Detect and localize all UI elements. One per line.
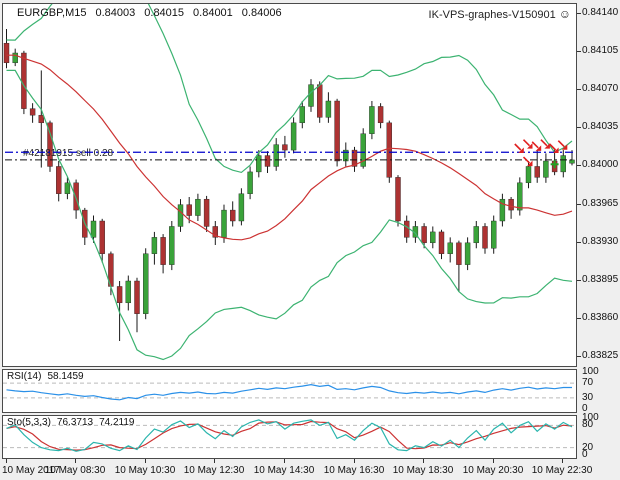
chart-ohlc-header: EURGBP,M15 0.84003 0.84015 0.84001 0.84006 <box>17 7 291 19</box>
stochastic-canvas[interactable] <box>3 416 576 458</box>
price-tick-mark <box>577 127 581 128</box>
time-tick-label: 10 May 12:30 <box>183 465 245 476</box>
price-tick-label: 0.83895 <box>582 274 619 285</box>
price-tick-label: 0.83965 <box>582 198 619 209</box>
rsi-value: 58.1459 <box>47 371 84 382</box>
rsi-tick-label: 30 <box>582 392 594 403</box>
close-value: 0.84006 <box>241 7 282 19</box>
price-tick-label: 0.84035 <box>582 121 619 132</box>
sto-tick-label: 20 <box>582 442 594 453</box>
price-axis[interactable]: 0.84006 0.841400.841050.840700.840350.84… <box>577 0 620 480</box>
price-tick-mark <box>577 242 581 243</box>
price-tick-mark <box>577 165 581 166</box>
time-tick-label: 10 May 18:30 <box>392 465 454 476</box>
sto-tick-label: 80 <box>582 419 594 430</box>
sell-arrow-icon <box>531 141 539 149</box>
price-tick-mark <box>577 356 581 357</box>
price-tick-mark <box>577 280 581 281</box>
price-tick-mark <box>577 318 581 319</box>
rsi-tick-label: 0 <box>582 403 588 414</box>
price-tick-label: 0.84105 <box>582 45 619 56</box>
price-tick-label: 0.84000 <box>582 159 619 170</box>
bollinger-lower-band <box>6 69 573 361</box>
main-chart-panel: #42181915 sell 0.28 EURGBP,M15 0.84003 0.8… <box>2 3 577 367</box>
symbol-label: EURGBP,M15 <box>17 7 87 19</box>
price-tick-label: 0.83930 <box>582 236 619 247</box>
sell-arrow-icon <box>527 160 533 167</box>
sto-name: Sto(5,3,3) <box>7 417 51 428</box>
trade-markers <box>514 139 568 169</box>
order-line-label: #42181915 sell 0.28 <box>23 148 114 159</box>
stochastic-main-line <box>6 419 573 452</box>
stochastic-label: Sto(5,3,3) 76.3713 74.2119 <box>7 417 140 428</box>
sell-arrow-icon <box>514 143 522 151</box>
bollinger-upper-band <box>6 4 573 174</box>
watermark-label: IK-VPS-graphes-V150901 ☺ <box>429 7 571 21</box>
sto-tick-label: 100 <box>582 412 599 423</box>
sell-arrow-icon <box>557 140 565 148</box>
bollinger-bands <box>6 4 573 361</box>
price-tick-label: 0.83825 <box>582 350 619 361</box>
open-value: 0.84003 <box>95 7 136 19</box>
time-tick-mark <box>493 459 494 463</box>
sell-arrow-icon <box>518 147 524 153</box>
price-chart-canvas[interactable]: #42181915 sell 0.28 <box>3 4 576 366</box>
time-tick-mark <box>562 459 563 463</box>
time-tick-mark <box>284 459 285 463</box>
price-tick-mark <box>577 51 581 52</box>
sell-arrow-icon <box>553 147 559 153</box>
price-tick-mark <box>577 89 581 90</box>
stochastic-panel: Sto(5,3,3) 76.3713 74.2119 <box>2 415 577 459</box>
time-axis[interactable]: 10 May 2017 10 May 08:30 10 May 10:30 10 Ma… <box>0 459 620 480</box>
time-tick-mark <box>214 459 215 463</box>
close-order-icon <box>553 160 556 169</box>
rsi-tick-label: 100 <box>582 366 599 377</box>
sell-arrow-icon <box>561 144 568 150</box>
sell-arrow-icon <box>540 139 548 147</box>
sell-arrow-icon <box>535 145 542 151</box>
smiley-icon: ☺ <box>558 7 571 21</box>
low-value: 0.84001 <box>193 7 233 19</box>
rsi-tick-label: 70 <box>582 377 594 388</box>
sell-arrow-icon <box>544 143 550 149</box>
sell-arrow-icon <box>549 143 557 151</box>
watermark-text: IK-VPS-graphes-V150901 <box>428 9 556 21</box>
time-tick-label: 10 May 10:30 <box>114 465 176 476</box>
price-tick-label: 0.84070 <box>582 83 619 94</box>
time-tick-label: 10 May 22:30 <box>531 465 593 476</box>
sto-tick-label: 0 <box>582 449 588 460</box>
time-tick-label: 10 May 2017 <box>2 465 60 476</box>
time-tick-label: 10 May 20:30 <box>462 465 524 476</box>
sto-k-value: 76.3713 <box>56 417 94 428</box>
time-tick-mark <box>354 459 355 463</box>
price-tick-label: 0.83860 <box>582 312 619 323</box>
rsi-label: RSI(14) 58.1459 <box>7 371 90 382</box>
high-value: 0.84015 <box>144 7 185 19</box>
sell-arrow-icon <box>522 156 531 164</box>
time-tick-mark <box>145 459 146 463</box>
moving-average-line <box>6 54 573 241</box>
price-tick-mark <box>577 13 581 14</box>
time-tick-label: 10 May 16:30 <box>323 465 385 476</box>
candlesticks <box>3 29 575 341</box>
time-tick-mark <box>423 459 424 463</box>
time-tick-label: 10 May 14:30 <box>253 465 315 476</box>
stochastic-signal-line <box>6 420 573 451</box>
time-tick-label: 10 May 08:30 <box>44 465 106 476</box>
price-tick-label: 0.84140 <box>582 7 619 18</box>
rsi-line <box>6 383 572 401</box>
rsi-canvas[interactable] <box>3 370 576 412</box>
rsi-panel: RSI(14) 58.1459 <box>2 369 577 413</box>
time-tick-mark <box>75 459 76 463</box>
sell-arrow-icon <box>527 143 533 149</box>
price-tick-mark <box>577 204 581 205</box>
sell-arrow-icon <box>522 139 531 147</box>
time-tick-mark <box>6 459 7 463</box>
rsi-name: RSI(14) <box>7 371 42 382</box>
sto-d-value: 74.2119 <box>99 417 135 428</box>
